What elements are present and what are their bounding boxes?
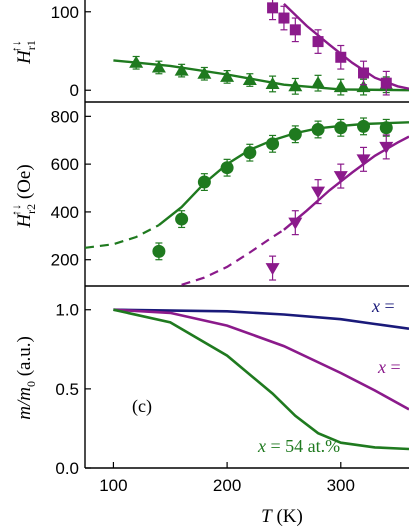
data-point: [380, 77, 392, 89]
data-point: [356, 80, 371, 93]
data-point: [151, 60, 166, 73]
plot-mid: 200 400 600 800: [51, 107, 409, 286]
data-point: [333, 171, 348, 184]
y-tick-label: 100: [51, 3, 79, 22]
y-tick-label: 800: [51, 107, 79, 126]
data-point: [278, 12, 290, 24]
data-point: [288, 127, 302, 141]
data-point: [356, 154, 371, 167]
plot-area-middle: [85, 117, 409, 286]
data-point: [220, 161, 234, 175]
series-line: [113, 308, 409, 411]
plot-bot: 0.0 0.5 1.0 100 200 300: [55, 301, 409, 495]
data-point: [152, 244, 166, 258]
plot-area-bottom: [113, 308, 409, 451]
series-label-green: x = 54 at.%: [257, 436, 340, 456]
fit-line: [283, 135, 409, 231]
data-point: [358, 67, 370, 79]
data-point: [197, 175, 211, 189]
data-point: [335, 51, 347, 63]
y-tick-label: 200: [51, 251, 79, 270]
y-tick-label: 400: [51, 203, 79, 222]
data-point: [289, 24, 301, 36]
data-point: [243, 146, 257, 160]
data-point: [379, 141, 394, 154]
bot-ylabel: m/m0 (a.u.): [14, 336, 38, 420]
data-point: [311, 186, 326, 199]
series-line: [113, 308, 409, 451]
fit-line-dashed: [181, 228, 285, 286]
x-tick-label: 300: [327, 476, 355, 495]
data-point: [379, 121, 393, 135]
data-point: [242, 73, 257, 86]
plot-area-top: [113, 0, 409, 96]
top-ylabel: Hr1↑↓: [9, 40, 38, 65]
y-tick-label: 0: [70, 81, 79, 100]
series-line: [113, 308, 409, 330]
series-label-purple: x =: [377, 357, 401, 377]
y-tick-label: 0.0: [55, 459, 79, 478]
mid-ylabel: Hr2↑↓ (Oe): [9, 164, 38, 228]
data-point: [197, 66, 212, 79]
fit-line: [158, 121, 409, 227]
data-point: [357, 119, 371, 133]
panel-label-c: (c): [132, 396, 152, 417]
y-tick-label: 0.5: [55, 380, 79, 399]
data-point: [312, 36, 324, 48]
plot-top: 0 100: [51, 0, 409, 100]
data-point: [266, 137, 280, 151]
data-point: [220, 69, 235, 82]
y-tick-label: 1.0: [55, 301, 79, 320]
data-point: [288, 79, 303, 92]
data-point: [129, 55, 144, 68]
fit-line-dashed: [85, 224, 160, 249]
data-point: [265, 76, 280, 89]
fit-line: [283, 3, 409, 90]
data-point: [174, 63, 189, 76]
data-point: [311, 122, 325, 136]
x-tick-label: 200: [213, 476, 241, 495]
x-tick-label: 100: [99, 476, 127, 495]
xlabel: T (K): [261, 506, 303, 527]
data-point: [333, 80, 348, 93]
data-point: [175, 212, 189, 226]
data-point: [265, 263, 280, 276]
y-tick-label: 600: [51, 155, 79, 174]
data-point: [311, 76, 326, 89]
data-point: [334, 121, 348, 135]
data-point: [267, 2, 279, 14]
data-point: [288, 217, 303, 230]
series-label-blue: x =: [371, 296, 395, 316]
